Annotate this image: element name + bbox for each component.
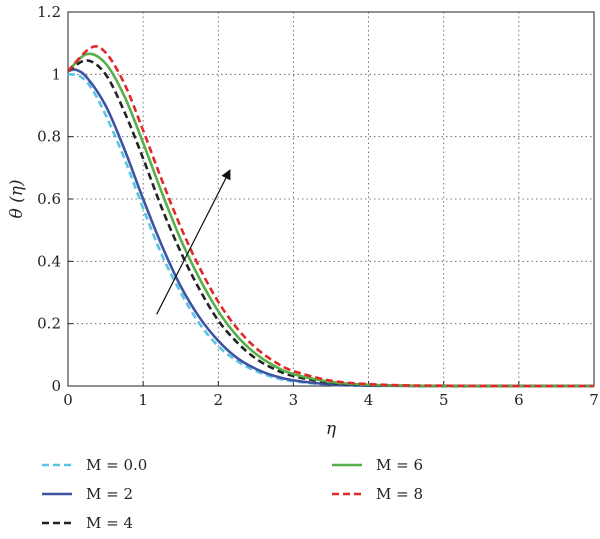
- series-line-4: [67, 45, 595, 388]
- y-tick-label: 0: [51, 377, 61, 395]
- x-tick-label: 0: [63, 391, 73, 409]
- legend-label-3: M = 6: [376, 456, 423, 474]
- x-axis-label: η: [326, 419, 337, 439]
- x-tick-label: 5: [439, 391, 449, 409]
- legend-label-2: M = 4: [86, 514, 133, 532]
- x-tick-labels: 0 1 2 3 4 5 6 7: [63, 391, 599, 409]
- x-tick-label: 2: [214, 391, 224, 409]
- y-tick-label: 0.8: [37, 128, 61, 146]
- x-tick-label: 7: [589, 391, 599, 409]
- x-tick-label: 6: [514, 391, 524, 409]
- trend-arrow: [156, 169, 231, 315]
- y-tick-label: 1.2: [37, 3, 61, 21]
- y-axis-label: θ (η): [7, 179, 27, 218]
- y-tick-label: 0.4: [37, 252, 61, 270]
- y-tick-label: 1: [51, 65, 61, 83]
- legend: M = 0.0 M = 2 M = 4 M = 6 M = 8: [42, 456, 423, 532]
- legend-label-4: M = 8: [376, 485, 423, 503]
- x-tick-label: 3: [289, 391, 299, 409]
- series-line-0: [67, 73, 594, 388]
- series-line-2: [67, 59, 594, 388]
- series-line-1: [67, 68, 594, 388]
- legend-label-1: M = 2: [86, 485, 133, 503]
- plot-frame: [67, 11, 595, 387]
- series-lines: [67, 45, 595, 388]
- legend-label-0: M = 0.0: [86, 456, 147, 474]
- y-tick-labels: 0 0.2 0.4 0.6 0.8 1 1.2: [37, 3, 61, 395]
- gridlines: [68, 12, 594, 386]
- series-line-3: [67, 52, 594, 388]
- y-tick-label: 0.2: [37, 315, 61, 333]
- x-tick-label: 4: [364, 391, 374, 409]
- tick-marks: [67, 11, 595, 387]
- x-tick-label: 1: [138, 391, 148, 409]
- y-tick-label: 0.6: [37, 190, 61, 208]
